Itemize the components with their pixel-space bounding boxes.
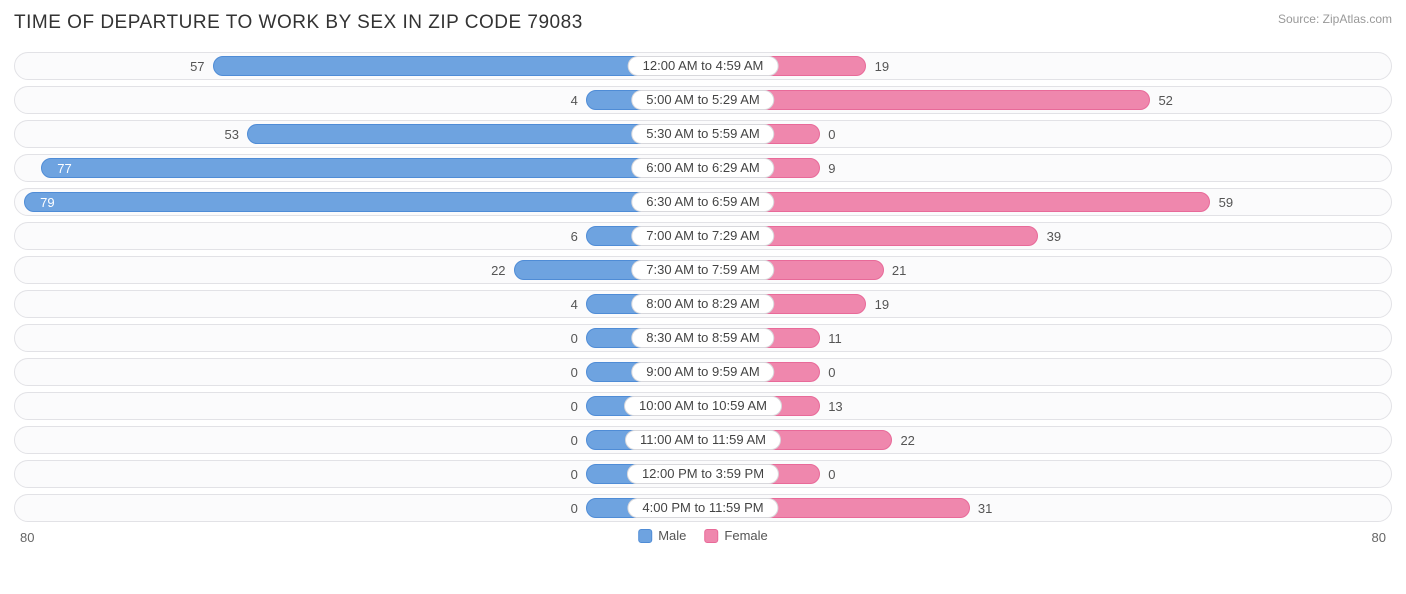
male-value: 22 (491, 257, 505, 285)
female-value: 21 (892, 257, 906, 285)
chart-row: 12:00 AM to 4:59 AM 57 19 (14, 52, 1392, 80)
male-value: 0 (571, 325, 578, 353)
time-range-label: 12:00 AM to 4:59 AM (628, 56, 779, 76)
female-value: 0 (828, 461, 835, 489)
female-value: 22 (900, 427, 914, 455)
male-value: 79 (40, 189, 54, 217)
time-range-label: 4:00 PM to 11:59 PM (627, 498, 778, 518)
legend-label-male: Male (658, 528, 686, 543)
chart-header: TIME OF DEPARTURE TO WORK BY SEX IN ZIP … (14, 12, 1392, 34)
male-value: 0 (571, 427, 578, 455)
chart-row: 5:30 AM to 5:59 AM 53 0 (14, 120, 1392, 148)
time-range-label: 11:00 AM to 11:59 AM (625, 430, 781, 450)
time-range-label: 8:30 AM to 8:59 AM (631, 328, 774, 348)
time-range-label: 7:00 AM to 7:29 AM (631, 226, 774, 246)
chart-title: TIME OF DEPARTURE TO WORK BY SEX IN ZIP … (14, 12, 583, 34)
male-bar (24, 192, 703, 212)
female-value: 59 (1219, 189, 1233, 217)
female-value: 31 (978, 495, 992, 523)
male-value: 0 (571, 393, 578, 421)
male-value: 77 (57, 155, 71, 183)
time-range-label: 10:00 AM to 10:59 AM (624, 396, 782, 416)
chart-row: 6:00 AM to 6:29 AM 77 9 (14, 154, 1392, 182)
female-value: 13 (828, 393, 842, 421)
female-value: 39 (1047, 223, 1061, 251)
butterfly-chart: 12:00 AM to 4:59 AM 57 19 5:00 AM to 5:29 A… (14, 52, 1392, 522)
chart-row: 5:00 AM to 5:29 AM 4 52 (14, 86, 1392, 114)
male-value: 57 (190, 53, 204, 81)
legend-item-male: Male (638, 528, 686, 543)
legend: Male Female (638, 528, 768, 543)
time-range-label: 5:30 AM to 5:59 AM (631, 124, 774, 144)
chart-row: 9:00 AM to 9:59 AM 0 0 (14, 358, 1392, 386)
male-value: 6 (571, 223, 578, 251)
female-value: 9 (828, 155, 835, 183)
chart-row: 10:00 AM to 10:59 AM 0 13 (14, 392, 1392, 420)
female-value: 19 (875, 53, 889, 81)
female-value: 52 (1158, 87, 1172, 115)
male-swatch-icon (638, 529, 652, 543)
male-bar (41, 158, 703, 178)
chart-source: Source: ZipAtlas.com (1278, 12, 1392, 26)
female-bar (703, 192, 1210, 212)
legend-label-female: Female (724, 528, 767, 543)
chart-row: 7:00 AM to 7:29 AM 6 39 (14, 222, 1392, 250)
chart-row: 6:30 AM to 6:59 AM 79 59 (14, 188, 1392, 216)
male-value: 0 (571, 359, 578, 387)
time-range-label: 6:00 AM to 6:29 AM (631, 158, 774, 178)
male-value: 4 (571, 291, 578, 319)
chart-row: 8:00 AM to 8:29 AM 4 19 (14, 290, 1392, 318)
male-value: 0 (571, 461, 578, 489)
time-range-label: 9:00 AM to 9:59 AM (631, 362, 774, 382)
chart-row: 11:00 AM to 11:59 AM 0 22 (14, 426, 1392, 454)
female-value: 0 (828, 359, 835, 387)
chart-row: 4:00 PM to 11:59 PM 0 31 (14, 494, 1392, 522)
male-value: 0 (571, 495, 578, 523)
male-value: 53 (224, 121, 238, 149)
male-value: 4 (571, 87, 578, 115)
time-range-label: 6:30 AM to 6:59 AM (631, 192, 774, 212)
legend-item-female: Female (704, 528, 767, 543)
female-value: 11 (828, 325, 842, 353)
time-range-label: 8:00 AM to 8:29 AM (631, 294, 774, 314)
time-range-label: 5:00 AM to 5:29 AM (631, 90, 774, 110)
female-swatch-icon (704, 529, 718, 543)
chart-row: 8:30 AM to 8:59 AM 0 11 (14, 324, 1392, 352)
chart-footer: 80 Male Female 80 (14, 528, 1392, 550)
axis-max-left: 80 (20, 530, 34, 545)
chart-row: 7:30 AM to 7:59 AM 22 21 (14, 256, 1392, 284)
axis-max-right: 80 (1372, 530, 1386, 545)
chart-row: 12:00 PM to 3:59 PM 0 0 (14, 460, 1392, 488)
female-value: 19 (875, 291, 889, 319)
time-range-label: 7:30 AM to 7:59 AM (631, 260, 774, 280)
female-value: 0 (828, 121, 835, 149)
time-range-label: 12:00 PM to 3:59 PM (627, 464, 779, 484)
